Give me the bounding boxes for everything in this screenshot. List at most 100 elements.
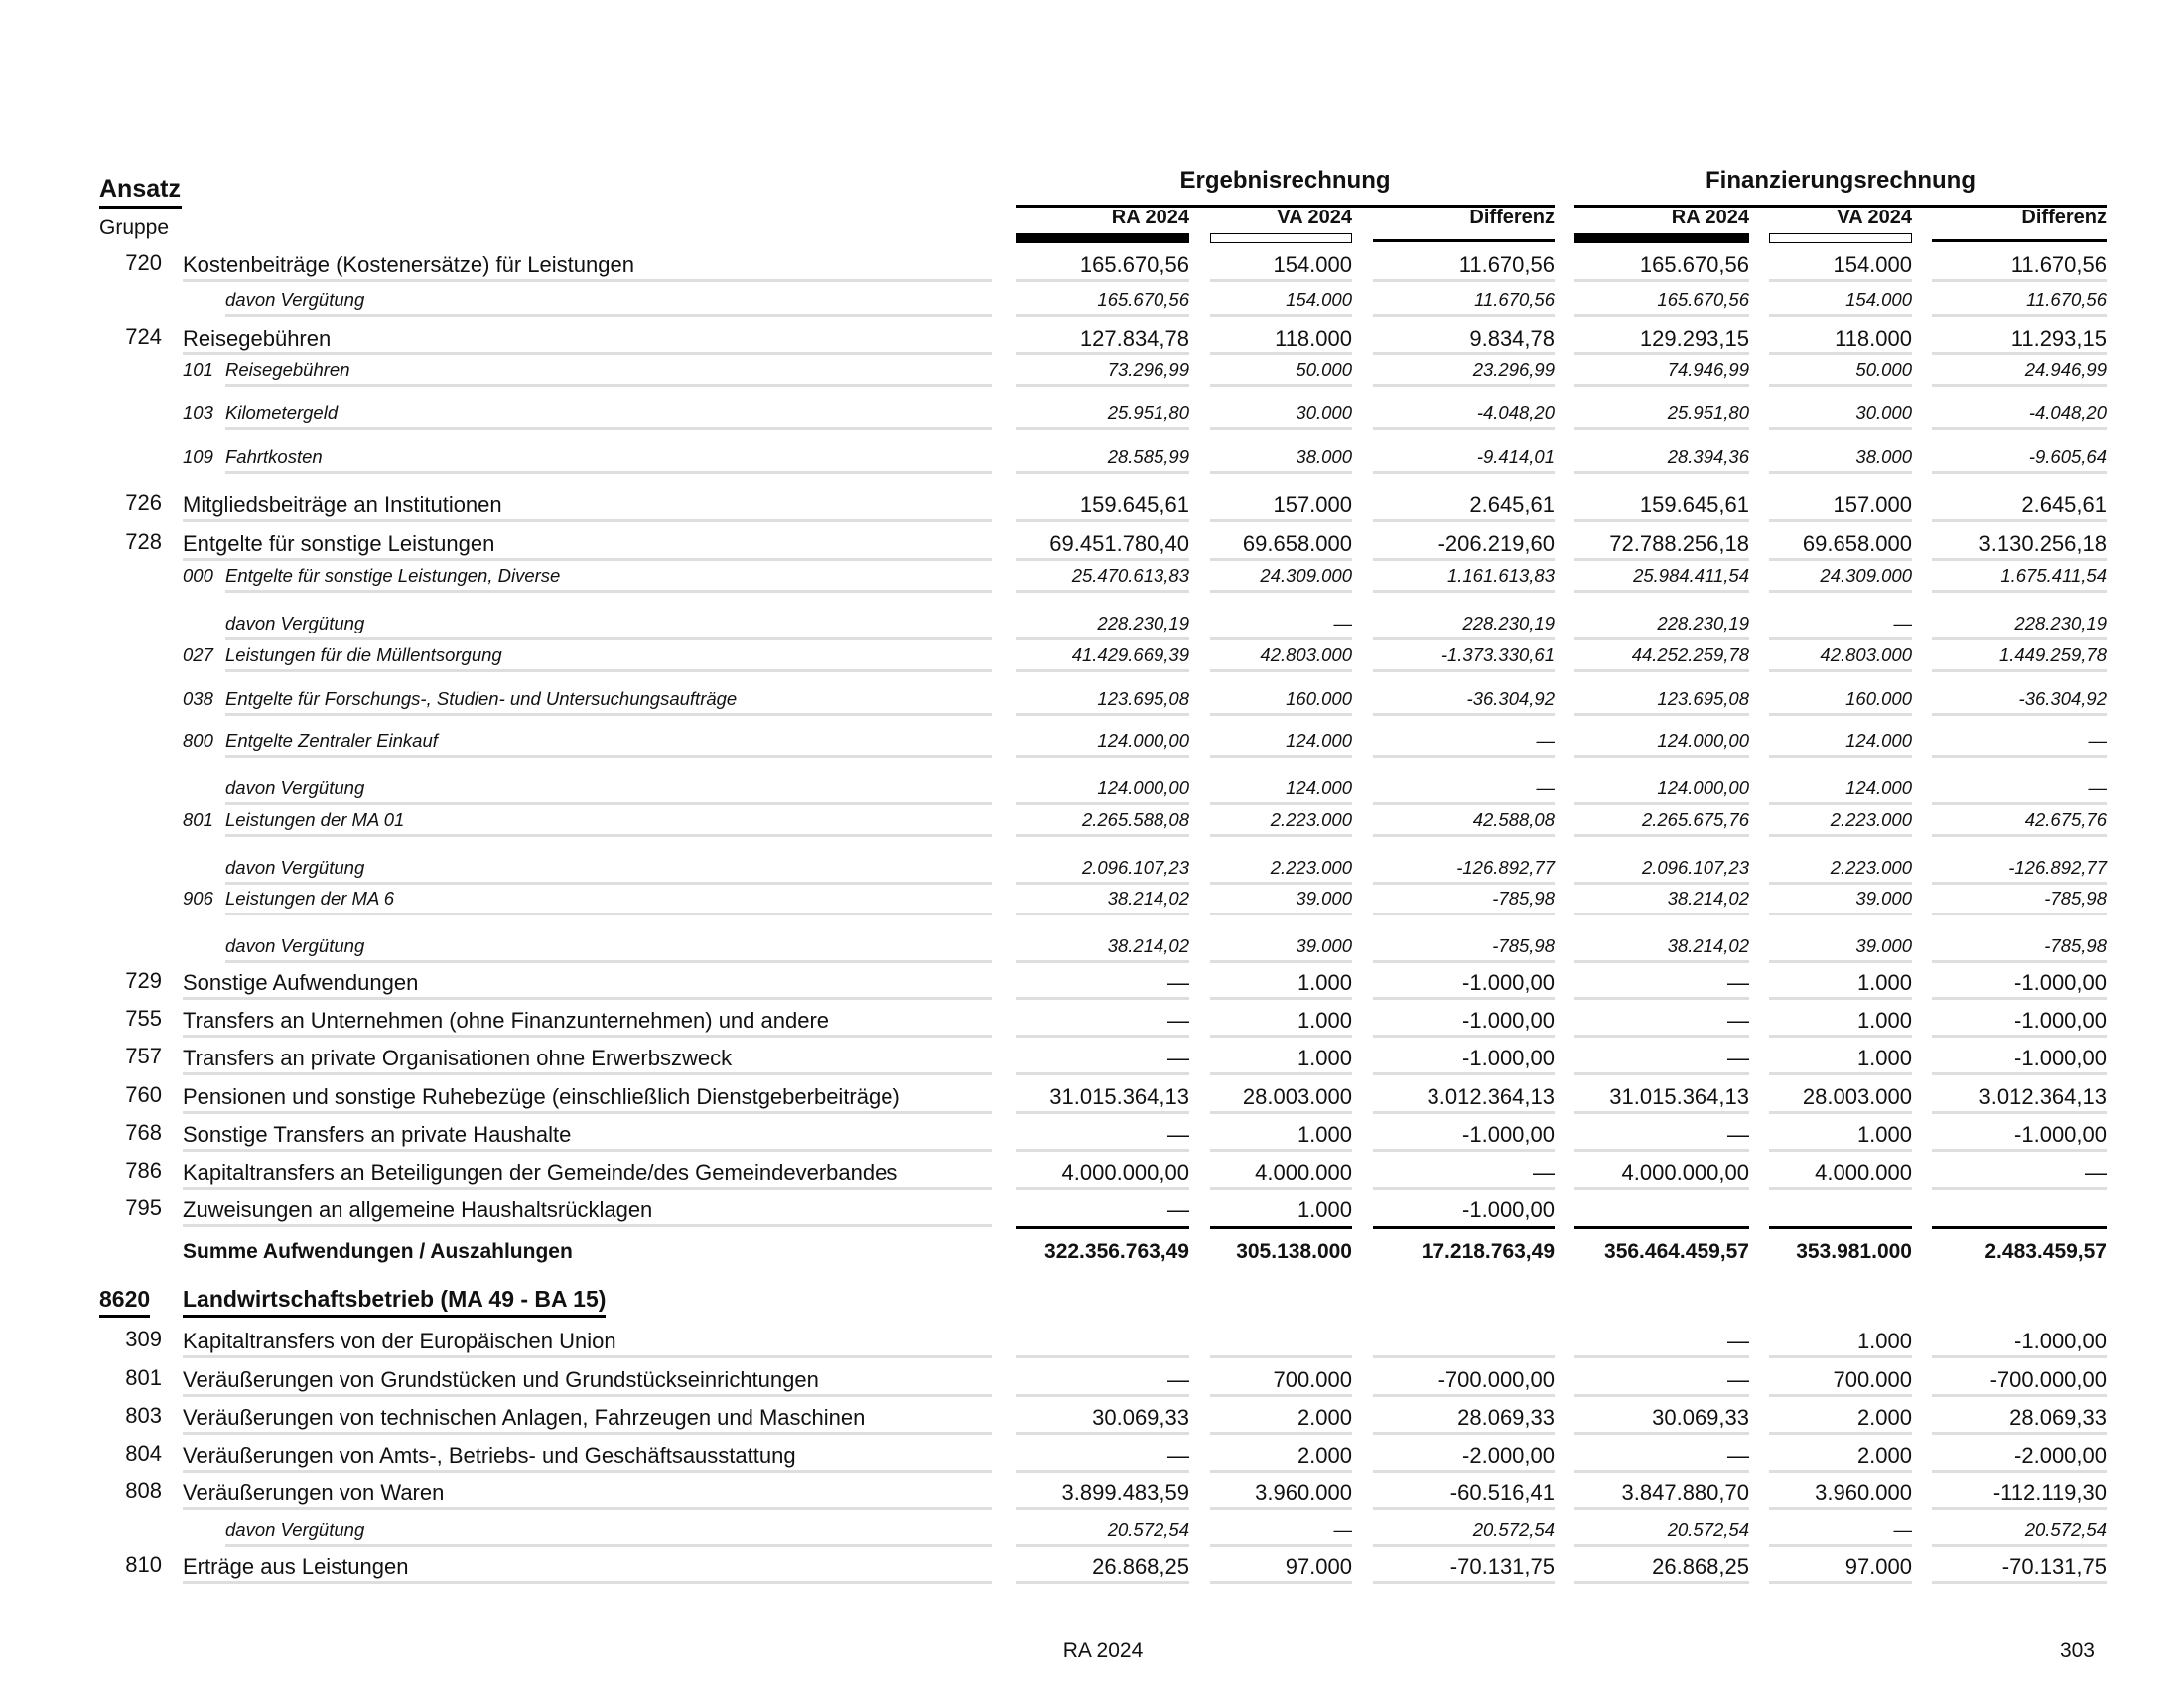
value-cell: 30.000 <box>1210 398 1352 430</box>
value-cell: 165.670,56 <box>1016 285 1189 317</box>
value-cell: 38.214,02 <box>1574 931 1749 963</box>
budget-marker <box>1769 233 1912 243</box>
value-cell: -700.000,00 <box>1373 1365 1555 1397</box>
row-code: 726 <box>125 491 162 515</box>
value-cell: — <box>1932 1158 2107 1190</box>
row-code: 810 <box>125 1552 162 1577</box>
value-cell: 2.000 <box>1769 1403 1912 1435</box>
value-cell: — <box>1373 1158 1555 1190</box>
value-cell: -1.000,00 <box>1932 968 2107 1000</box>
value-cell: — <box>1016 1044 1189 1075</box>
value-cell: 2.483.459,57 <box>1984 1240 2107 1263</box>
value-cell: -126.892,77 <box>1932 853 2107 885</box>
row-label: davon Vergütung <box>225 931 992 963</box>
column-header: VA 2024 <box>1837 207 1912 228</box>
row-code: 000 <box>183 565 213 586</box>
value-cell: -36.304,92 <box>1932 684 2107 716</box>
value-cell: 3.899.483,59 <box>1016 1478 1189 1510</box>
value-cell: 160.000 <box>1769 684 1912 716</box>
value-cell: 74.946,99 <box>1574 355 1749 387</box>
value-cell: 28.069,33 <box>1373 1403 1555 1435</box>
value-cell: -4.048,20 <box>1932 398 2107 430</box>
value-cell: 44.252.259,78 <box>1574 640 1749 672</box>
value-cell: 11.670,56 <box>1932 285 2107 317</box>
value-cell: 50.000 <box>1210 355 1352 387</box>
value-cell <box>1769 1196 1912 1229</box>
value-cell: — <box>1574 1327 1749 1358</box>
difference-marker <box>1373 239 1555 242</box>
column-header: RA 2024 <box>1671 207 1749 228</box>
ansatz-underline <box>99 206 182 209</box>
value-cell: 165.670,56 <box>1574 285 1749 317</box>
row-code: 803 <box>125 1403 162 1428</box>
value-cell: 1.000 <box>1769 1044 1912 1075</box>
value-cell: 69.451.780,40 <box>1016 529 1189 561</box>
value-cell: -785,98 <box>1932 884 2107 915</box>
value-cell: 23.296,99 <box>1373 355 1555 387</box>
row-label: Sonstige Transfers an private Haushalte <box>183 1120 992 1152</box>
column-header: RA 2024 <box>1111 207 1189 228</box>
value-cell: 3.130.256,18 <box>1932 529 2107 561</box>
value-cell: 42.803.000 <box>1769 640 1912 672</box>
value-cell: 228.230,19 <box>1373 609 1555 640</box>
column-header: Differenz <box>1469 207 1555 228</box>
value-cell <box>1932 1196 2107 1229</box>
value-cell: 1.000 <box>1210 1006 1352 1038</box>
value-cell: 20.572,54 <box>1932 1515 2107 1547</box>
value-cell: 159.645,61 <box>1016 491 1189 522</box>
gruppe-label: Gruppe <box>99 216 170 239</box>
row-code: 800 <box>183 730 213 751</box>
budget-marker <box>1210 233 1352 243</box>
row-label: Fahrtkosten <box>225 442 992 474</box>
value-cell: 159.645,61 <box>1574 491 1749 522</box>
value-cell: -9.605,64 <box>1932 442 2107 474</box>
value-cell: 41.429.669,39 <box>1016 640 1189 672</box>
value-cell: — <box>1373 774 1555 805</box>
value-cell: — <box>1574 1365 1749 1397</box>
value-cell: 28.069,33 <box>1932 1403 2107 1435</box>
value-cell: 24.946,99 <box>1932 355 2107 387</box>
section-title: Landwirtschaftsbetrieb (MA 49 - BA 15) <box>183 1283 607 1318</box>
sum-label: Summe Aufwendungen / Auszahlungen <box>183 1240 573 1263</box>
column-header: VA 2024 <box>1277 207 1352 228</box>
value-cell: 30.000 <box>1769 398 1912 430</box>
value-cell: — <box>1016 1120 1189 1152</box>
value-cell: 2.096.107,23 <box>1016 853 1189 885</box>
value-cell: 305.138.000 <box>1236 1240 1352 1263</box>
row-label: Pensionen und sonstige Ruhebezüge (einsc… <box>183 1082 992 1114</box>
value-cell: 28.003.000 <box>1210 1082 1352 1114</box>
row-label: davon Vergütung <box>225 1515 992 1547</box>
row-code: 728 <box>125 529 162 554</box>
value-cell: 25.984.411,54 <box>1574 561 1749 593</box>
row-code: 768 <box>125 1120 162 1145</box>
group-ergebnisrechnung: Ergebnisrechnung <box>1179 167 1391 194</box>
value-cell: 73.296,99 <box>1016 355 1189 387</box>
value-cell: 124.000 <box>1210 726 1352 758</box>
value-cell: 157.000 <box>1769 491 1912 522</box>
value-cell: — <box>1932 726 2107 758</box>
value-cell: 1.449.259,78 <box>1932 640 2107 672</box>
value-cell: — <box>1932 774 2107 805</box>
row-label: Entgelte für sonstige Leistungen <box>183 529 992 561</box>
value-cell: 11.670,56 <box>1373 285 1555 317</box>
value-cell: 3.012.364,13 <box>1373 1082 1555 1114</box>
value-cell: 2.223.000 <box>1210 805 1352 837</box>
row-code: 038 <box>183 688 213 709</box>
value-cell: 97.000 <box>1769 1552 1912 1584</box>
value-cell: 1.000 <box>1210 1044 1352 1075</box>
value-cell: 228.230,19 <box>1932 609 2107 640</box>
value-cell: 38.214,02 <box>1016 884 1189 915</box>
value-cell: 228.230,19 <box>1574 609 1749 640</box>
value-cell: -60.516,41 <box>1373 1478 1555 1510</box>
value-cell: 1.000 <box>1210 1196 1352 1229</box>
value-cell: 4.000.000,00 <box>1016 1158 1189 1190</box>
value-cell: 2.223.000 <box>1769 805 1912 837</box>
row-label: Reisegebühren <box>225 355 992 387</box>
row-label: Kapitaltransfers an Beteiligungen der Ge… <box>183 1158 992 1190</box>
value-cell: — <box>1769 1515 1912 1547</box>
value-cell: 38.214,02 <box>1016 931 1189 963</box>
value-cell: 25.951,80 <box>1016 398 1189 430</box>
value-cell: -1.000,00 <box>1932 1327 2107 1358</box>
value-cell: 356.464.459,57 <box>1604 1240 1749 1263</box>
row-code: 795 <box>125 1196 162 1220</box>
